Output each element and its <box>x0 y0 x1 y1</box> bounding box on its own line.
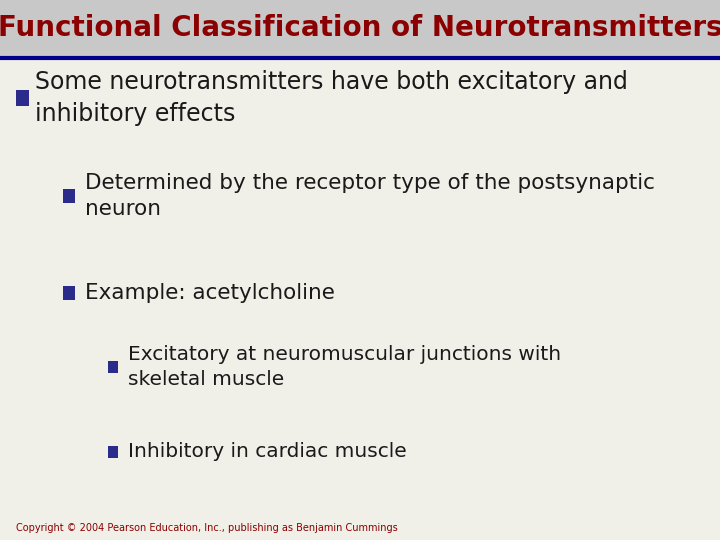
Text: Some neurotransmitters have both excitatory and
inhibitory effects: Some neurotransmitters have both excitat… <box>35 70 627 125</box>
Bar <box>63 286 75 300</box>
Text: Determined by the receptor type of the postsynaptic
neuron: Determined by the receptor type of the p… <box>85 173 654 219</box>
Text: Copyright © 2004 Pearson Education, Inc., publishing as Benjamin Cummings: Copyright © 2004 Pearson Education, Inc.… <box>16 523 397 533</box>
Text: Excitatory at neuromuscular junctions with
skeletal muscle: Excitatory at neuromuscular junctions wi… <box>128 345 562 389</box>
Text: Inhibitory in cardiac muscle: Inhibitory in cardiac muscle <box>128 442 407 461</box>
Text: Example: acetylcholine: Example: acetylcholine <box>85 283 335 303</box>
Bar <box>16 90 29 106</box>
Bar <box>108 361 118 373</box>
Bar <box>63 189 75 203</box>
Text: Functional Classification of Neurotransmitters: Functional Classification of Neurotransm… <box>0 14 720 42</box>
Bar <box>0 0 720 57</box>
Bar <box>108 446 118 458</box>
